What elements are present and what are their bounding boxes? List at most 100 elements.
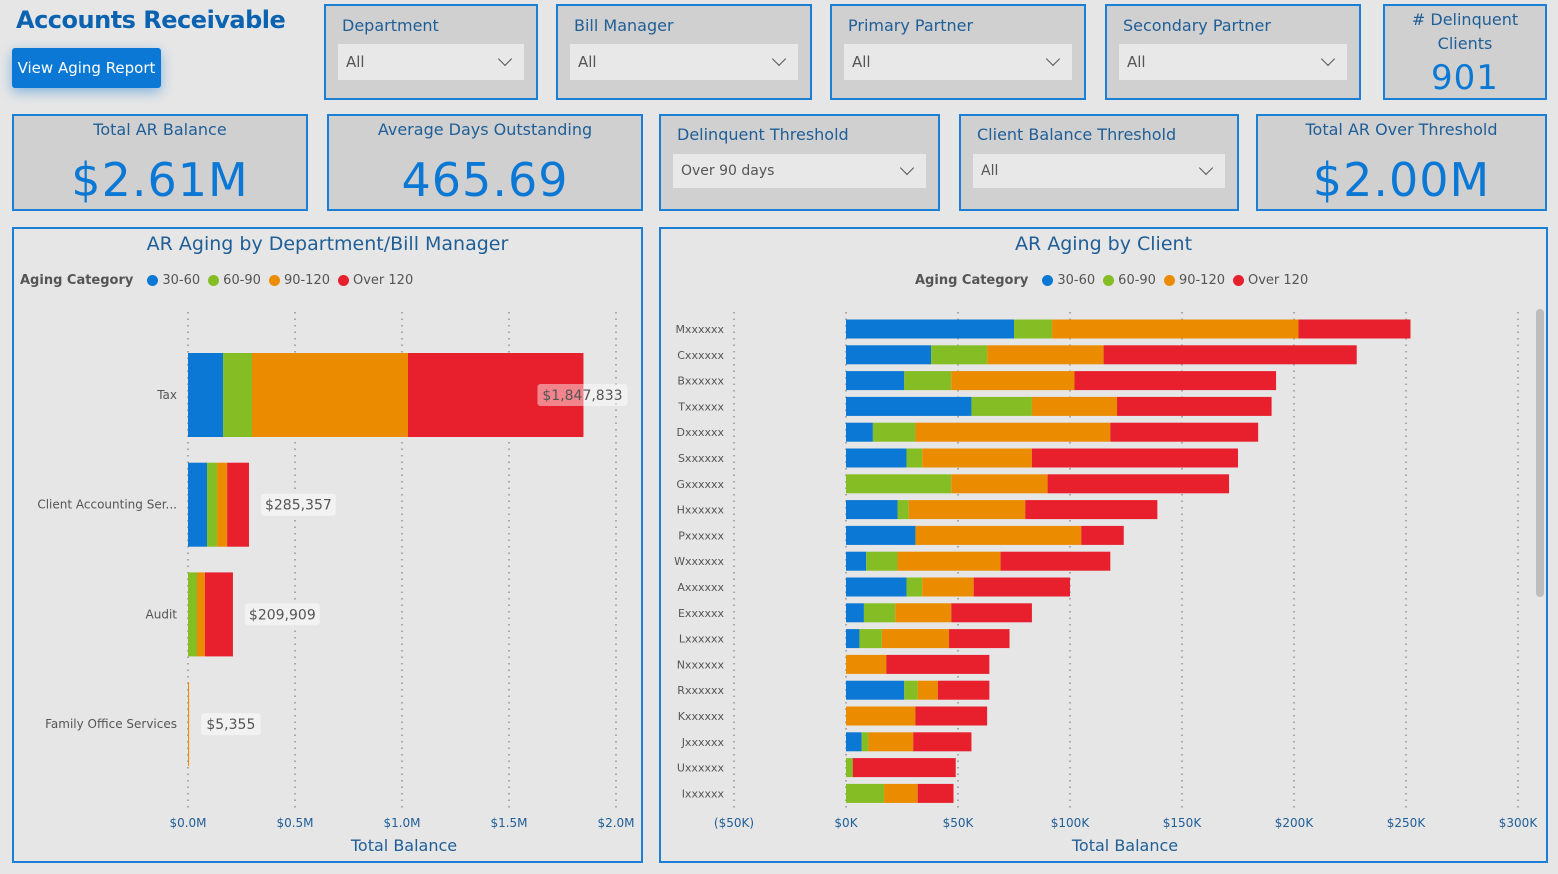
- x-tick-label: $1.5M: [490, 816, 527, 830]
- secondary-partner-dropdown[interactable]: All: [1119, 44, 1347, 80]
- legend-item[interactable]: 60-90: [1118, 273, 1156, 288]
- category-label: Sxxxxxx: [678, 452, 725, 465]
- legend-title: Aging Category: [20, 273, 134, 288]
- category-label: Audit: [146, 607, 178, 621]
- client-chart-svg: ($50K) $0K $50K $100K $150K $200K $250K $300K To…: [674, 312, 1538, 855]
- bar-segment-over-120: [917, 783, 954, 803]
- dropdown-value: All: [346, 53, 365, 71]
- bar-segment-90-120: [922, 448, 1032, 468]
- x-tick-label: ($50K): [714, 816, 754, 830]
- department-dropdown[interactable]: All: [338, 44, 524, 80]
- bar-segment-over-120: [886, 654, 990, 674]
- bar-segment-30-60: [846, 551, 867, 571]
- bar-segment-60-90: [223, 353, 252, 437]
- bar-segment-90-120: [917, 680, 938, 700]
- bar-segment-60-90: [906, 577, 923, 597]
- bar-segment-over-120: [1298, 319, 1411, 339]
- category-label: Rxxxxxx: [677, 684, 724, 697]
- bar-segment-90-120: [881, 629, 950, 649]
- bar-segment-60-90: [872, 422, 916, 442]
- bar-segment-90-120: [897, 551, 1001, 571]
- scrollbar[interactable]: [1536, 309, 1544, 597]
- dept-aging-chart: AR Aging by Department/Bill Manager Agin…: [12, 227, 643, 863]
- category-label: Kxxxxxx: [678, 710, 725, 723]
- bill-manager-dropdown[interactable]: All: [570, 44, 798, 80]
- bar-segment-60-90: [931, 345, 988, 365]
- dropdown-value: All: [1127, 53, 1146, 71]
- data-label-bg: [244, 603, 320, 626]
- bar-segment-over-120: [1047, 474, 1230, 494]
- chevron-down-icon: [899, 160, 915, 176]
- slicer-label: Delinquent Threshold: [677, 125, 849, 144]
- bar-segment-over-120: [227, 462, 249, 547]
- legend-dot-30-60: [147, 275, 159, 286]
- category-label: Lxxxxxx: [679, 633, 725, 646]
- bar-segment-over-120: [1031, 448, 1238, 468]
- legend-item[interactable]: 30-60: [162, 273, 201, 288]
- bar-segment-60-90: [188, 572, 197, 657]
- bar-segment-30-60: [188, 353, 224, 437]
- kpi-label: Total AR Over Threshold: [1305, 120, 1498, 139]
- legend-item[interactable]: 90-120: [283, 273, 330, 288]
- bar-segment-30-60: [846, 577, 907, 597]
- bar-segment-over-120: [973, 577, 1070, 597]
- bar-segment-90-120: [908, 500, 1026, 520]
- legend-dot-over-120: [338, 275, 349, 286]
- page-title: Accounts Receivable: [16, 6, 286, 34]
- dropdown-value: Over 90 days: [681, 163, 775, 179]
- legend-item[interactable]: Over 120: [353, 273, 414, 288]
- dept-chart-svg: $0.0M $0.5M $1.0M $1.5M $2.0M Total Balance Ta…: [37, 312, 635, 855]
- category-label: Gxxxxxx: [676, 478, 724, 491]
- bar-segment-90-120: [987, 345, 1104, 365]
- delinquent-clients-card: # Delinquent Clients 901: [1383, 4, 1547, 100]
- category-label: Ixxxxxx: [682, 787, 725, 800]
- x-tick-label: $1.0M: [383, 816, 420, 830]
- legend-title: Aging Category: [915, 273, 1029, 288]
- x-tick-label: $150K: [1163, 816, 1203, 830]
- bar-segment-30-60: [846, 629, 860, 649]
- legend-item[interactable]: Over 120: [1248, 273, 1309, 288]
- view-aging-report-button[interactable]: View Aging Report: [12, 48, 161, 88]
- bar-segment-90-120: [188, 682, 190, 767]
- bar-segment-over-120: [1110, 422, 1259, 442]
- dropdown-value: All: [981, 163, 999, 179]
- secondary-partner-slicer: Secondary Partner All: [1105, 4, 1361, 100]
- bar-segment-60-90: [207, 462, 218, 547]
- client-balance-threshold-dropdown[interactable]: All: [973, 154, 1225, 188]
- category-label: Dxxxxxx: [676, 426, 724, 439]
- bar-segment-30-60: [846, 603, 864, 623]
- kpi-label: # Delinquent Clients: [1411, 10, 1519, 53]
- x-tick-label: $0.0M: [169, 816, 206, 830]
- data-label: $285,357: [265, 498, 332, 514]
- slicer-label: Bill Manager: [574, 16, 674, 35]
- bar-segment-90-120: [196, 572, 205, 657]
- chevron-down-icon: [1045, 51, 1061, 67]
- legend-dot-90-120: [268, 275, 280, 286]
- legend-item[interactable]: 60-90: [223, 273, 261, 288]
- kpi-value: 901: [1431, 58, 1499, 98]
- data-label: $1,847,833: [542, 388, 622, 404]
- category-label: Jxxxxxx: [681, 736, 725, 749]
- bar-segment-60-90: [846, 783, 885, 803]
- legend-dot-90-120: [1163, 275, 1175, 286]
- bar-segment-90-120: [846, 654, 887, 674]
- legend-dot-over-120: [1233, 275, 1244, 286]
- x-tick-label: $2.0M: [597, 816, 634, 830]
- client-balance-threshold-slicer: Client Balance Threshold All: [959, 114, 1239, 211]
- delinquent-threshold-dropdown[interactable]: Over 90 days: [673, 154, 926, 188]
- department-slicer: Department All: [324, 4, 538, 100]
- legend-item[interactable]: 30-60: [1057, 273, 1096, 288]
- data-label-bg: [537, 384, 628, 406]
- category-label: Uxxxxxx: [677, 762, 725, 775]
- bar-segment-90-120: [915, 422, 1111, 442]
- primary-partner-dropdown[interactable]: All: [844, 44, 1072, 80]
- bar-segment-over-120: [1117, 396, 1272, 416]
- x-axis-title: Total Balance: [350, 836, 457, 855]
- category-label: Mxxxxxx: [675, 323, 724, 336]
- bar-segment-over-120: [204, 572, 233, 657]
- x-tick-label: $100K: [1051, 816, 1091, 830]
- bar-segment-60-90: [904, 371, 952, 391]
- chart-title: AR Aging by Department/Bill Manager: [146, 233, 509, 255]
- legend-item[interactable]: 90-120: [1178, 273, 1225, 288]
- bar-segment-over-120: [915, 706, 988, 726]
